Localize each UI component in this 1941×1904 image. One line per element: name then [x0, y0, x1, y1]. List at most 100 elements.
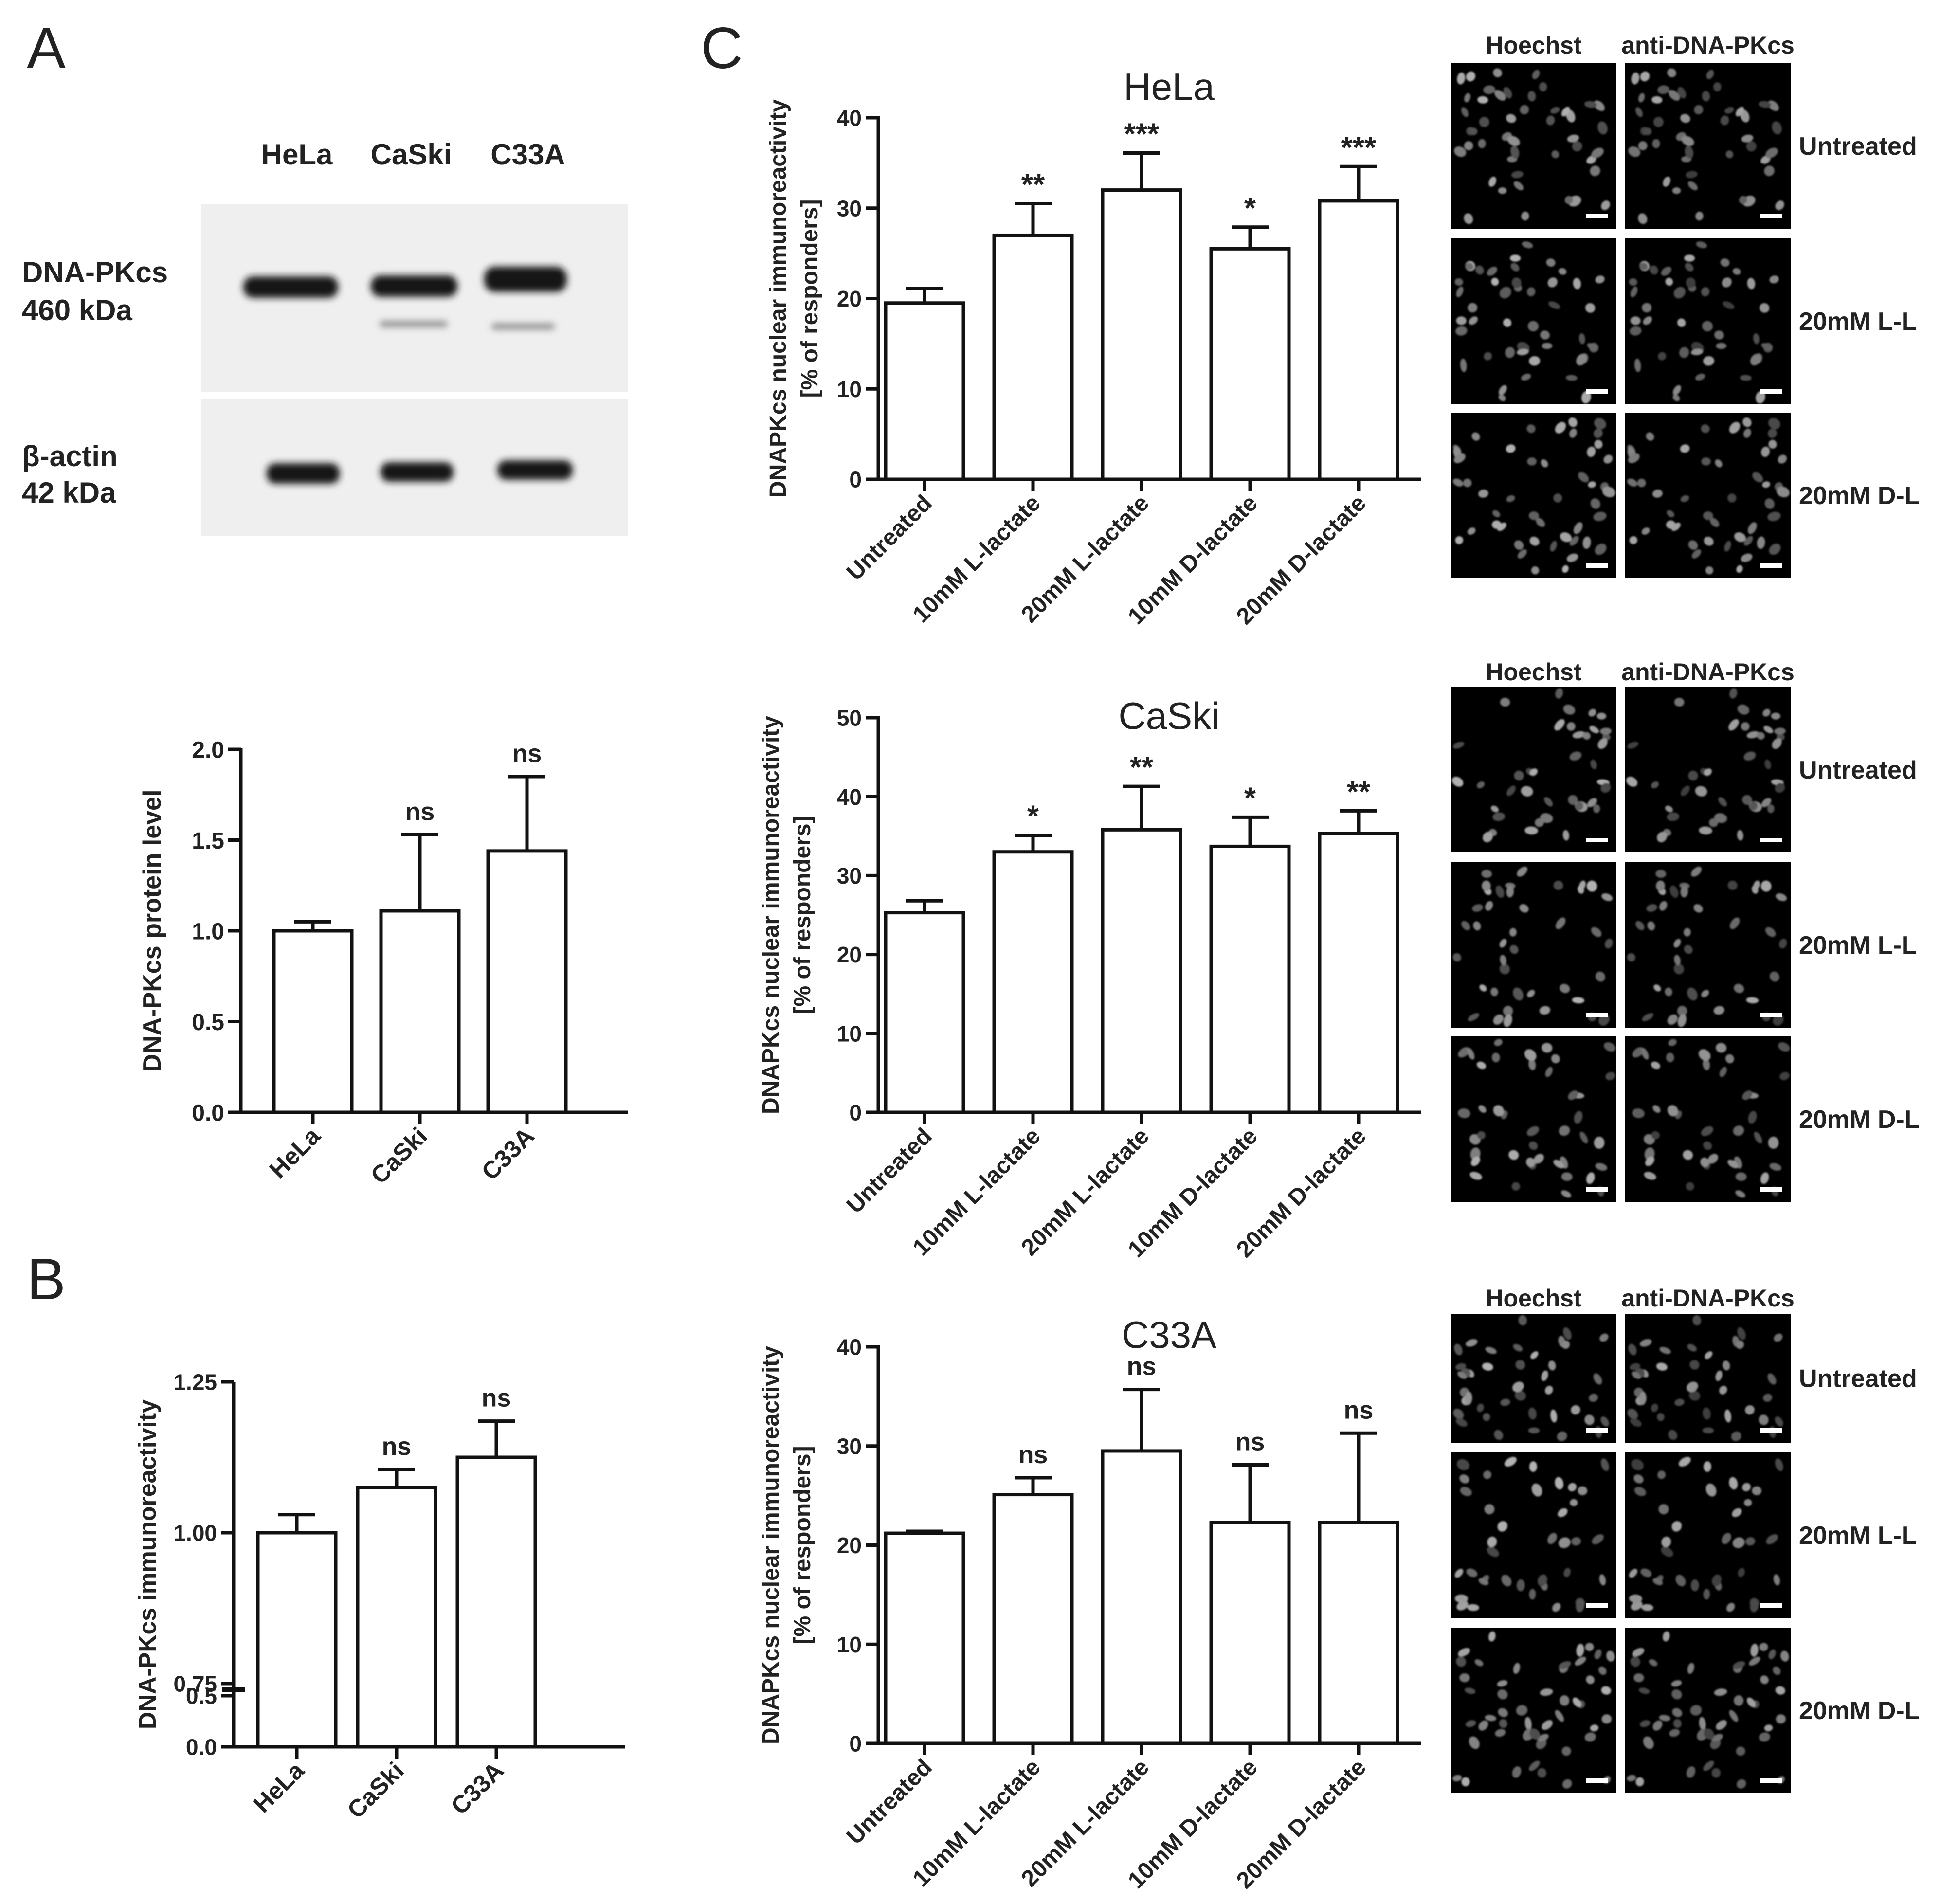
category-label: HeLa	[264, 1122, 326, 1183]
micrograph-group-2: Hoechst anti-DNA-PKcs Untreated 20mM L-L 20m…	[1451, 1285, 1920, 1793]
y-tick-label: 1.00	[173, 1521, 217, 1546]
y-axis-label-unit: [% of responders]	[790, 816, 816, 1014]
significance-label: **	[1347, 775, 1371, 809]
scale-bar	[1586, 1428, 1608, 1433]
bar	[884, 301, 965, 481]
micrograph-row-label: 20mM L-L	[1799, 931, 1917, 960]
micrograph-column-header: Hoechst	[1486, 1285, 1582, 1312]
scale-bar	[1760, 1603, 1782, 1608]
micrograph-column-header: Hoechst	[1486, 32, 1582, 59]
panel-letter-c: C	[701, 16, 743, 81]
scale-bar	[1760, 1778, 1782, 1783]
y-tick-label: 2.0	[192, 737, 224, 763]
bar	[1209, 247, 1291, 481]
blot-lane-label-c33a: C33A	[490, 138, 565, 171]
significance-label: ns	[1235, 1428, 1265, 1456]
blot-band-actin-hela	[267, 463, 340, 484]
category-label: Untreated	[842, 490, 937, 585]
panel-letter-b: B	[27, 1247, 66, 1312]
charts: 0.00.51.01.52.0HeLansCaSkinsC33ADNA-PKcs…	[134, 65, 1421, 1894]
bar	[379, 909, 461, 1114]
significance-label: ns	[1344, 1396, 1374, 1424]
scale-bar	[1760, 838, 1782, 842]
micrograph-column-header: Hoechst	[1486, 658, 1582, 686]
bar	[884, 1531, 965, 1745]
blot-band-dnapkcs-hela	[243, 276, 338, 298]
bar	[1101, 188, 1182, 481]
y-tick-label: 0	[849, 1731, 862, 1757]
y-axis-label: DNAPKcs nuclear immunoreactivity	[758, 1346, 784, 1744]
y-tick-label: 40	[837, 106, 862, 131]
bar	[1318, 832, 1399, 1114]
micrograph	[1625, 1314, 1791, 1443]
bar	[992, 233, 1074, 481]
micrograph	[1625, 238, 1791, 404]
blot-band-dnapkcs-c33a	[484, 267, 567, 292]
significance-label: ns	[1018, 1441, 1048, 1469]
scale-bar	[1586, 563, 1608, 568]
significance-label: ***	[1341, 131, 1377, 164]
micrograph	[1451, 862, 1616, 1028]
category-label: C33A	[476, 1122, 540, 1185]
micrograph	[1451, 1036, 1616, 1202]
chart-title: HeLa	[1124, 65, 1215, 108]
micrograph-group-0: Hoechst anti-DNA-PKcs Untreated 20mM L-L 20m…	[1451, 32, 1920, 578]
scale-bar	[1586, 1603, 1608, 1608]
y-axis-label: DNAPKcs nuclear immunoreactivity	[765, 99, 791, 498]
micrograph-group-1: Hoechst anti-DNA-PKcs Untreated 20mM L-L 20m…	[1451, 658, 1920, 1202]
micrograph-column-header: anti-DNA-PKcs	[1621, 658, 1795, 686]
microscopy-panels: Hoechst anti-DNA-PKcs Untreated 20mM L-L 20m…	[1451, 32, 1920, 1793]
y-tick-label: 10	[837, 377, 862, 402]
scale-bar	[1760, 1428, 1782, 1433]
blot-label-actin-size: 42 kDa	[22, 476, 116, 509]
panel-letter-a: A	[27, 16, 66, 81]
blot-membrane-dnapkcs	[201, 204, 628, 392]
micrograph	[1625, 1036, 1791, 1202]
y-tick-label: 10	[837, 1632, 862, 1657]
micrograph-row-label: 20mM D-L	[1799, 1106, 1920, 1134]
y-tick-label: 20	[837, 1533, 862, 1558]
y-tick-label: 0.0	[192, 1100, 224, 1126]
scale-bar	[1586, 1013, 1608, 1017]
bar	[356, 1486, 437, 1690]
bar-lower-segment	[356, 1689, 437, 1747]
blot-lane-label-caski: CaSki	[371, 138, 452, 171]
scale-bar	[1586, 1778, 1608, 1783]
micrograph	[1625, 1452, 1791, 1618]
bar	[1318, 199, 1399, 481]
y-tick-label: 40	[837, 784, 862, 810]
micrograph-row-label: 20mM L-L	[1799, 1522, 1917, 1550]
significance-label: ns	[482, 1384, 511, 1413]
scale-bar	[1586, 214, 1608, 218]
blot-band-actin-c33a	[497, 460, 573, 480]
y-tick-label: 40	[837, 1335, 862, 1360]
scale-bar	[1760, 389, 1782, 394]
bar	[992, 1493, 1074, 1745]
bar	[455, 1455, 537, 1690]
significance-label: ns	[405, 798, 435, 826]
y-tick-label: 30	[837, 863, 862, 889]
scale-bar	[1760, 214, 1782, 218]
micrograph-row-label: 20mM D-L	[1799, 1697, 1920, 1725]
blot-band-minor-caski	[380, 321, 448, 327]
y-tick-label: 0	[849, 1100, 862, 1125]
significance-label: ns	[1127, 1353, 1157, 1381]
micrograph	[1451, 1314, 1616, 1443]
y-axis-label: DNAPKcs nuclear immunoreactivity	[758, 716, 784, 1114]
significance-label: **	[1021, 168, 1045, 201]
bar	[1101, 828, 1182, 1114]
y-tick-label: 10	[837, 1021, 862, 1046]
y-axis-label-unit: [% of responders]	[790, 1446, 816, 1644]
category-label: Untreated	[842, 1754, 937, 1850]
y-tick-label: 0.5	[192, 1010, 224, 1035]
y-tick-label: 30	[837, 196, 862, 221]
bar	[1318, 1521, 1399, 1745]
scale-bar	[1760, 1013, 1782, 1017]
blot-label-dnapkcs-size: 460 kDa	[22, 294, 132, 326]
category-label: HeLa	[248, 1756, 310, 1818]
y-tick-label: 1.5	[192, 828, 224, 854]
chart-title: CaSki	[1118, 694, 1219, 737]
chart-A_bar: 0.0 0.5 1.0 1.5 2.0 HeLa ns CaSki ns C33A DNA-PKcs…	[138, 737, 628, 1189]
